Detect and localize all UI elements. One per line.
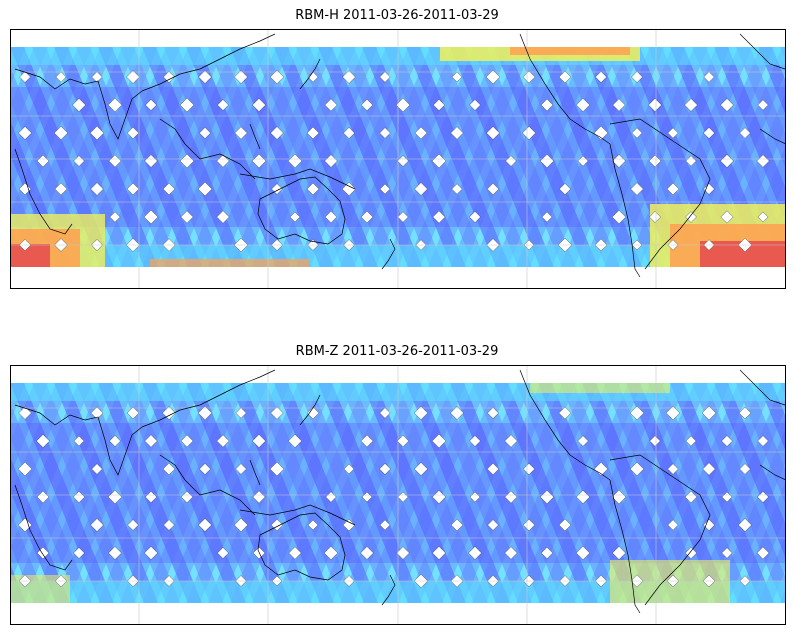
- panel-title-rbm-z: RBM-Z 2011-03-26-2011-03-29: [295, 344, 499, 359]
- map-rbm-h: [10, 29, 786, 289]
- map-rbm-z: [10, 365, 786, 625]
- panel-title-rbm-h: RBM-H 2011-03-26-2011-03-29: [295, 8, 499, 23]
